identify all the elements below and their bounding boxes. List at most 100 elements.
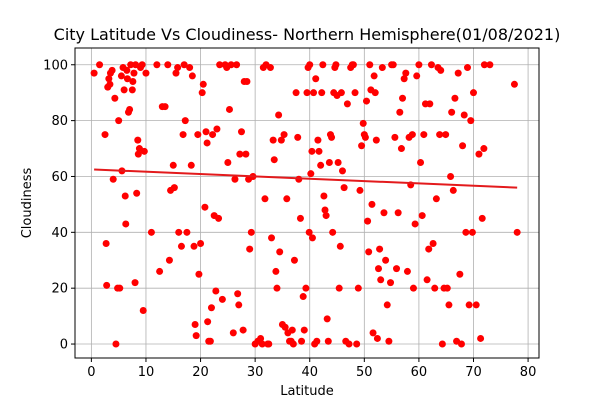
data-point <box>305 228 313 236</box>
data-point <box>426 100 434 108</box>
data-point <box>276 248 284 256</box>
data-points <box>90 61 521 348</box>
data-point <box>203 139 211 147</box>
data-point <box>123 66 131 74</box>
x-tick-label: 50 <box>356 365 373 380</box>
data-point <box>425 245 433 253</box>
regression-line <box>94 168 518 189</box>
data-point <box>337 89 345 97</box>
data-point <box>233 61 241 69</box>
data-point <box>105 75 113 83</box>
data-point <box>127 61 135 69</box>
data-point <box>126 105 134 113</box>
data-point <box>277 136 285 144</box>
data-point <box>174 64 182 72</box>
data-point <box>161 103 169 111</box>
x-tick-label: 20 <box>192 365 209 380</box>
y-tick-label: 20 <box>51 282 68 297</box>
data-point <box>358 142 366 150</box>
data-point <box>343 100 351 108</box>
data-point <box>120 86 128 94</box>
data-point <box>408 131 416 139</box>
y-tick-label: 40 <box>51 226 68 241</box>
data-point <box>123 75 131 83</box>
x-tick-label: 70 <box>465 365 482 380</box>
data-point <box>288 326 296 334</box>
data-point <box>268 234 276 242</box>
data-point <box>356 186 364 194</box>
data-point <box>420 131 428 139</box>
data-point <box>209 131 217 139</box>
data-point <box>397 145 405 153</box>
data-point <box>354 284 362 292</box>
x-tick-label: 0 <box>87 365 95 380</box>
data-point <box>183 228 191 236</box>
data-point <box>195 270 203 278</box>
data-point <box>351 89 359 97</box>
data-point <box>275 111 283 119</box>
y-tick-label: 0 <box>60 338 68 353</box>
data-point <box>467 117 475 125</box>
data-point <box>231 175 239 183</box>
data-point <box>191 320 199 328</box>
data-point <box>370 72 378 80</box>
data-point <box>318 89 326 97</box>
data-point <box>147 228 155 236</box>
data-point <box>385 337 393 345</box>
data-point <box>447 172 455 180</box>
data-point <box>165 256 173 264</box>
y-axis-label: Cloudiness <box>20 168 35 239</box>
data-point <box>131 279 139 287</box>
data-point <box>242 150 250 158</box>
data-point <box>142 69 150 77</box>
data-point <box>332 61 340 69</box>
data-point <box>328 133 336 141</box>
data-point <box>349 61 357 69</box>
data-point <box>432 195 440 203</box>
data-point <box>310 89 318 97</box>
data-point <box>190 242 198 250</box>
data-point <box>418 212 426 220</box>
data-point <box>207 304 215 312</box>
data-point <box>363 97 371 105</box>
data-point <box>177 242 185 250</box>
data-point <box>376 245 384 253</box>
data-point <box>443 284 451 292</box>
data-point <box>368 200 376 208</box>
data-point <box>128 86 136 94</box>
data-point <box>112 340 120 348</box>
data-point <box>261 195 269 203</box>
x-tick-label: 40 <box>301 365 318 380</box>
data-point <box>153 61 161 69</box>
x-tick-label: 80 <box>520 365 537 380</box>
data-point <box>393 265 401 273</box>
data-point <box>169 161 177 169</box>
data-point <box>313 337 321 345</box>
x-axis-label: Latitude <box>280 384 334 399</box>
data-point <box>417 159 425 167</box>
data-point <box>227 61 235 69</box>
data-point <box>300 326 308 334</box>
data-point <box>411 220 419 228</box>
data-point <box>480 145 488 153</box>
data-point <box>480 61 488 69</box>
data-point <box>257 334 265 342</box>
data-point <box>396 108 404 116</box>
data-point <box>280 131 288 139</box>
data-point <box>102 239 110 247</box>
data-point <box>201 203 209 211</box>
data-point <box>469 89 477 97</box>
data-point <box>383 301 391 309</box>
data-point <box>111 94 119 102</box>
data-point <box>180 61 188 69</box>
data-point <box>216 61 224 69</box>
data-point <box>116 284 124 292</box>
data-point <box>234 290 242 298</box>
data-point <box>486 61 494 69</box>
y-axis-ticks: 0 20 40 60 80 100 <box>43 58 75 353</box>
regression-line-group <box>94 168 518 189</box>
data-point <box>429 239 437 247</box>
data-point <box>399 94 407 102</box>
data-point <box>409 284 417 292</box>
